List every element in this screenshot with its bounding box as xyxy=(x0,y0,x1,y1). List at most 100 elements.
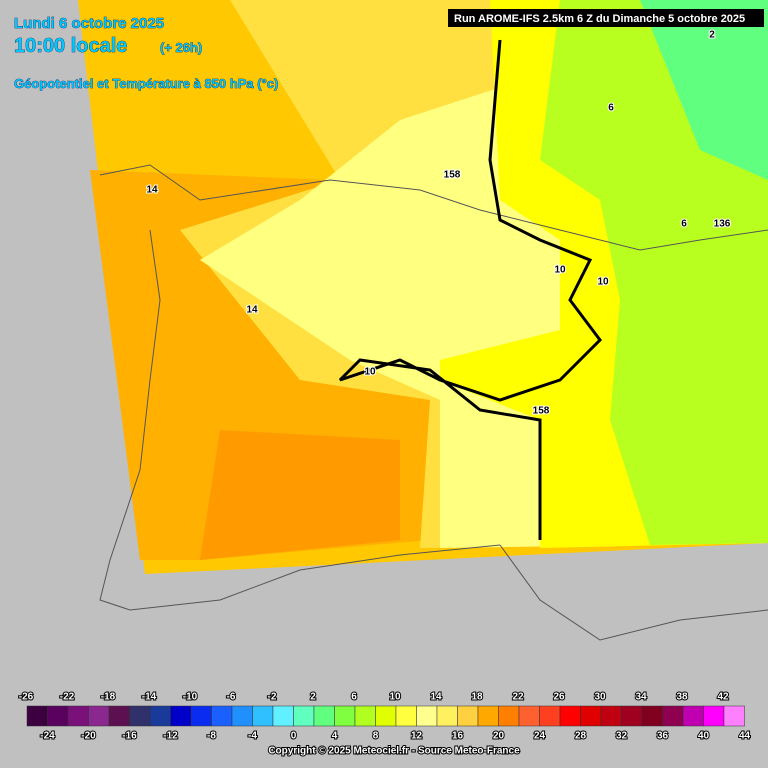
color-swatch xyxy=(354,705,376,727)
legend-label: 14 xyxy=(430,692,442,703)
legend-label: -22 xyxy=(60,692,75,703)
legend-label: 22 xyxy=(512,692,524,703)
legend-label: 28 xyxy=(575,731,587,742)
color-swatch xyxy=(26,705,48,727)
field-name: Géopotentiel et Température à 850 hPa (°… xyxy=(14,76,278,91)
legend-label: -10 xyxy=(183,692,198,703)
legend-label: 8 xyxy=(373,731,379,742)
color-swatch xyxy=(129,705,151,727)
forecast-date: Lundi 6 octobre 2025 xyxy=(14,15,164,32)
legend-label: -18 xyxy=(101,692,116,703)
legend-label: 42 xyxy=(717,692,729,703)
color-swatch xyxy=(313,705,335,727)
legend-label: -14 xyxy=(142,692,157,703)
contour-label: 14 xyxy=(146,185,158,196)
legend-label: 10 xyxy=(389,692,401,703)
color-swatch xyxy=(518,705,540,727)
color-swatch xyxy=(580,705,602,727)
coast-north xyxy=(99,164,768,251)
run-info: Run AROME-IFS 2.5km 6 Z du Dimanche 5 oc… xyxy=(454,13,745,25)
contour-label: 10 xyxy=(597,277,609,288)
coastlines xyxy=(99,164,768,641)
contour-label: 136 xyxy=(714,219,731,230)
color-swatch xyxy=(47,705,69,727)
legend-label: 34 xyxy=(635,692,647,703)
contour-label: 10 xyxy=(554,265,566,276)
legend-label: 6 xyxy=(351,692,357,703)
legend-label: -8 xyxy=(207,731,216,742)
color-swatch xyxy=(703,705,725,727)
field-teal xyxy=(640,0,768,180)
color-swatch xyxy=(477,705,499,727)
copyright: Copyright © 2025 Meteociel.fr - Source M… xyxy=(268,746,520,757)
color-swatch xyxy=(149,705,171,727)
color-swatch xyxy=(621,705,643,727)
color-swatch xyxy=(723,705,745,727)
legend-label: 38 xyxy=(676,692,688,703)
color-swatch xyxy=(108,705,130,727)
legend-label: -2 xyxy=(268,692,277,703)
legend-label: -4 xyxy=(248,731,257,742)
legend-label: -12 xyxy=(163,731,178,742)
legend-label: -26 xyxy=(19,692,34,703)
color-swatch xyxy=(67,705,89,727)
legend-label: -20 xyxy=(81,731,96,742)
color-swatch xyxy=(272,705,294,727)
colorbar: -26-24-22-20-18-16-14-12-10-8-6-4-202468… xyxy=(18,691,752,743)
coast-west xyxy=(99,229,501,611)
contour-label: 6 xyxy=(681,219,687,230)
field-warm xyxy=(200,430,400,560)
color-swatch xyxy=(559,705,581,727)
color-swatch xyxy=(252,705,274,727)
legend-label: -24 xyxy=(40,731,55,742)
legend-label: 26 xyxy=(553,692,565,703)
contour-label: 2 xyxy=(709,30,715,41)
color-swatch xyxy=(190,705,212,727)
color-swatch xyxy=(600,705,622,727)
border xyxy=(338,39,602,540)
color-swatch xyxy=(498,705,520,727)
color-swatch xyxy=(170,705,192,727)
color-swatch xyxy=(211,705,233,727)
legend-label: 20 xyxy=(493,731,505,742)
legend-label: -16 xyxy=(122,731,137,742)
contour-label: 158 xyxy=(444,170,461,181)
contour-label: 158 xyxy=(533,406,550,417)
run-box xyxy=(448,9,764,27)
color-swatch xyxy=(641,705,663,727)
legend-label: 24 xyxy=(534,731,546,742)
legend-label: 16 xyxy=(452,731,464,742)
contour-label: 10 xyxy=(364,367,376,378)
color-swatch xyxy=(682,705,704,727)
forecast-field xyxy=(78,0,768,574)
color-swatch xyxy=(293,705,315,727)
color-swatch xyxy=(395,705,417,727)
legend-label: 36 xyxy=(657,731,669,742)
color-swatch xyxy=(231,705,253,727)
legend-label: -6 xyxy=(227,692,236,703)
coast-south xyxy=(499,544,768,641)
legend-label: 12 xyxy=(411,731,423,742)
legend-label: 18 xyxy=(471,692,483,703)
contour-label: 14 xyxy=(246,305,258,316)
color-swatch xyxy=(662,705,684,727)
legend-label: 44 xyxy=(739,731,751,742)
legend-label: 4 xyxy=(332,731,338,742)
color-swatch xyxy=(88,705,110,727)
legend-label: 0 xyxy=(291,731,297,742)
color-swatch xyxy=(375,705,397,727)
contour-labels: 14 14 158 10 10 10 158 6 6 2 136 xyxy=(145,29,731,418)
legend-label: 2 xyxy=(310,692,316,703)
contour-label: 6 xyxy=(608,103,614,114)
color-swatch xyxy=(457,705,479,727)
color-swatch xyxy=(334,705,356,727)
color-swatch xyxy=(416,705,438,727)
color-swatch xyxy=(436,705,458,727)
legend-label: 40 xyxy=(698,731,710,742)
forecast-lead: (+ 26h) xyxy=(160,40,202,55)
legend-label: 32 xyxy=(616,731,628,742)
color-swatch xyxy=(539,705,561,727)
legend-label: 30 xyxy=(594,692,606,703)
forecast-time: 10:00 locale xyxy=(14,35,127,57)
